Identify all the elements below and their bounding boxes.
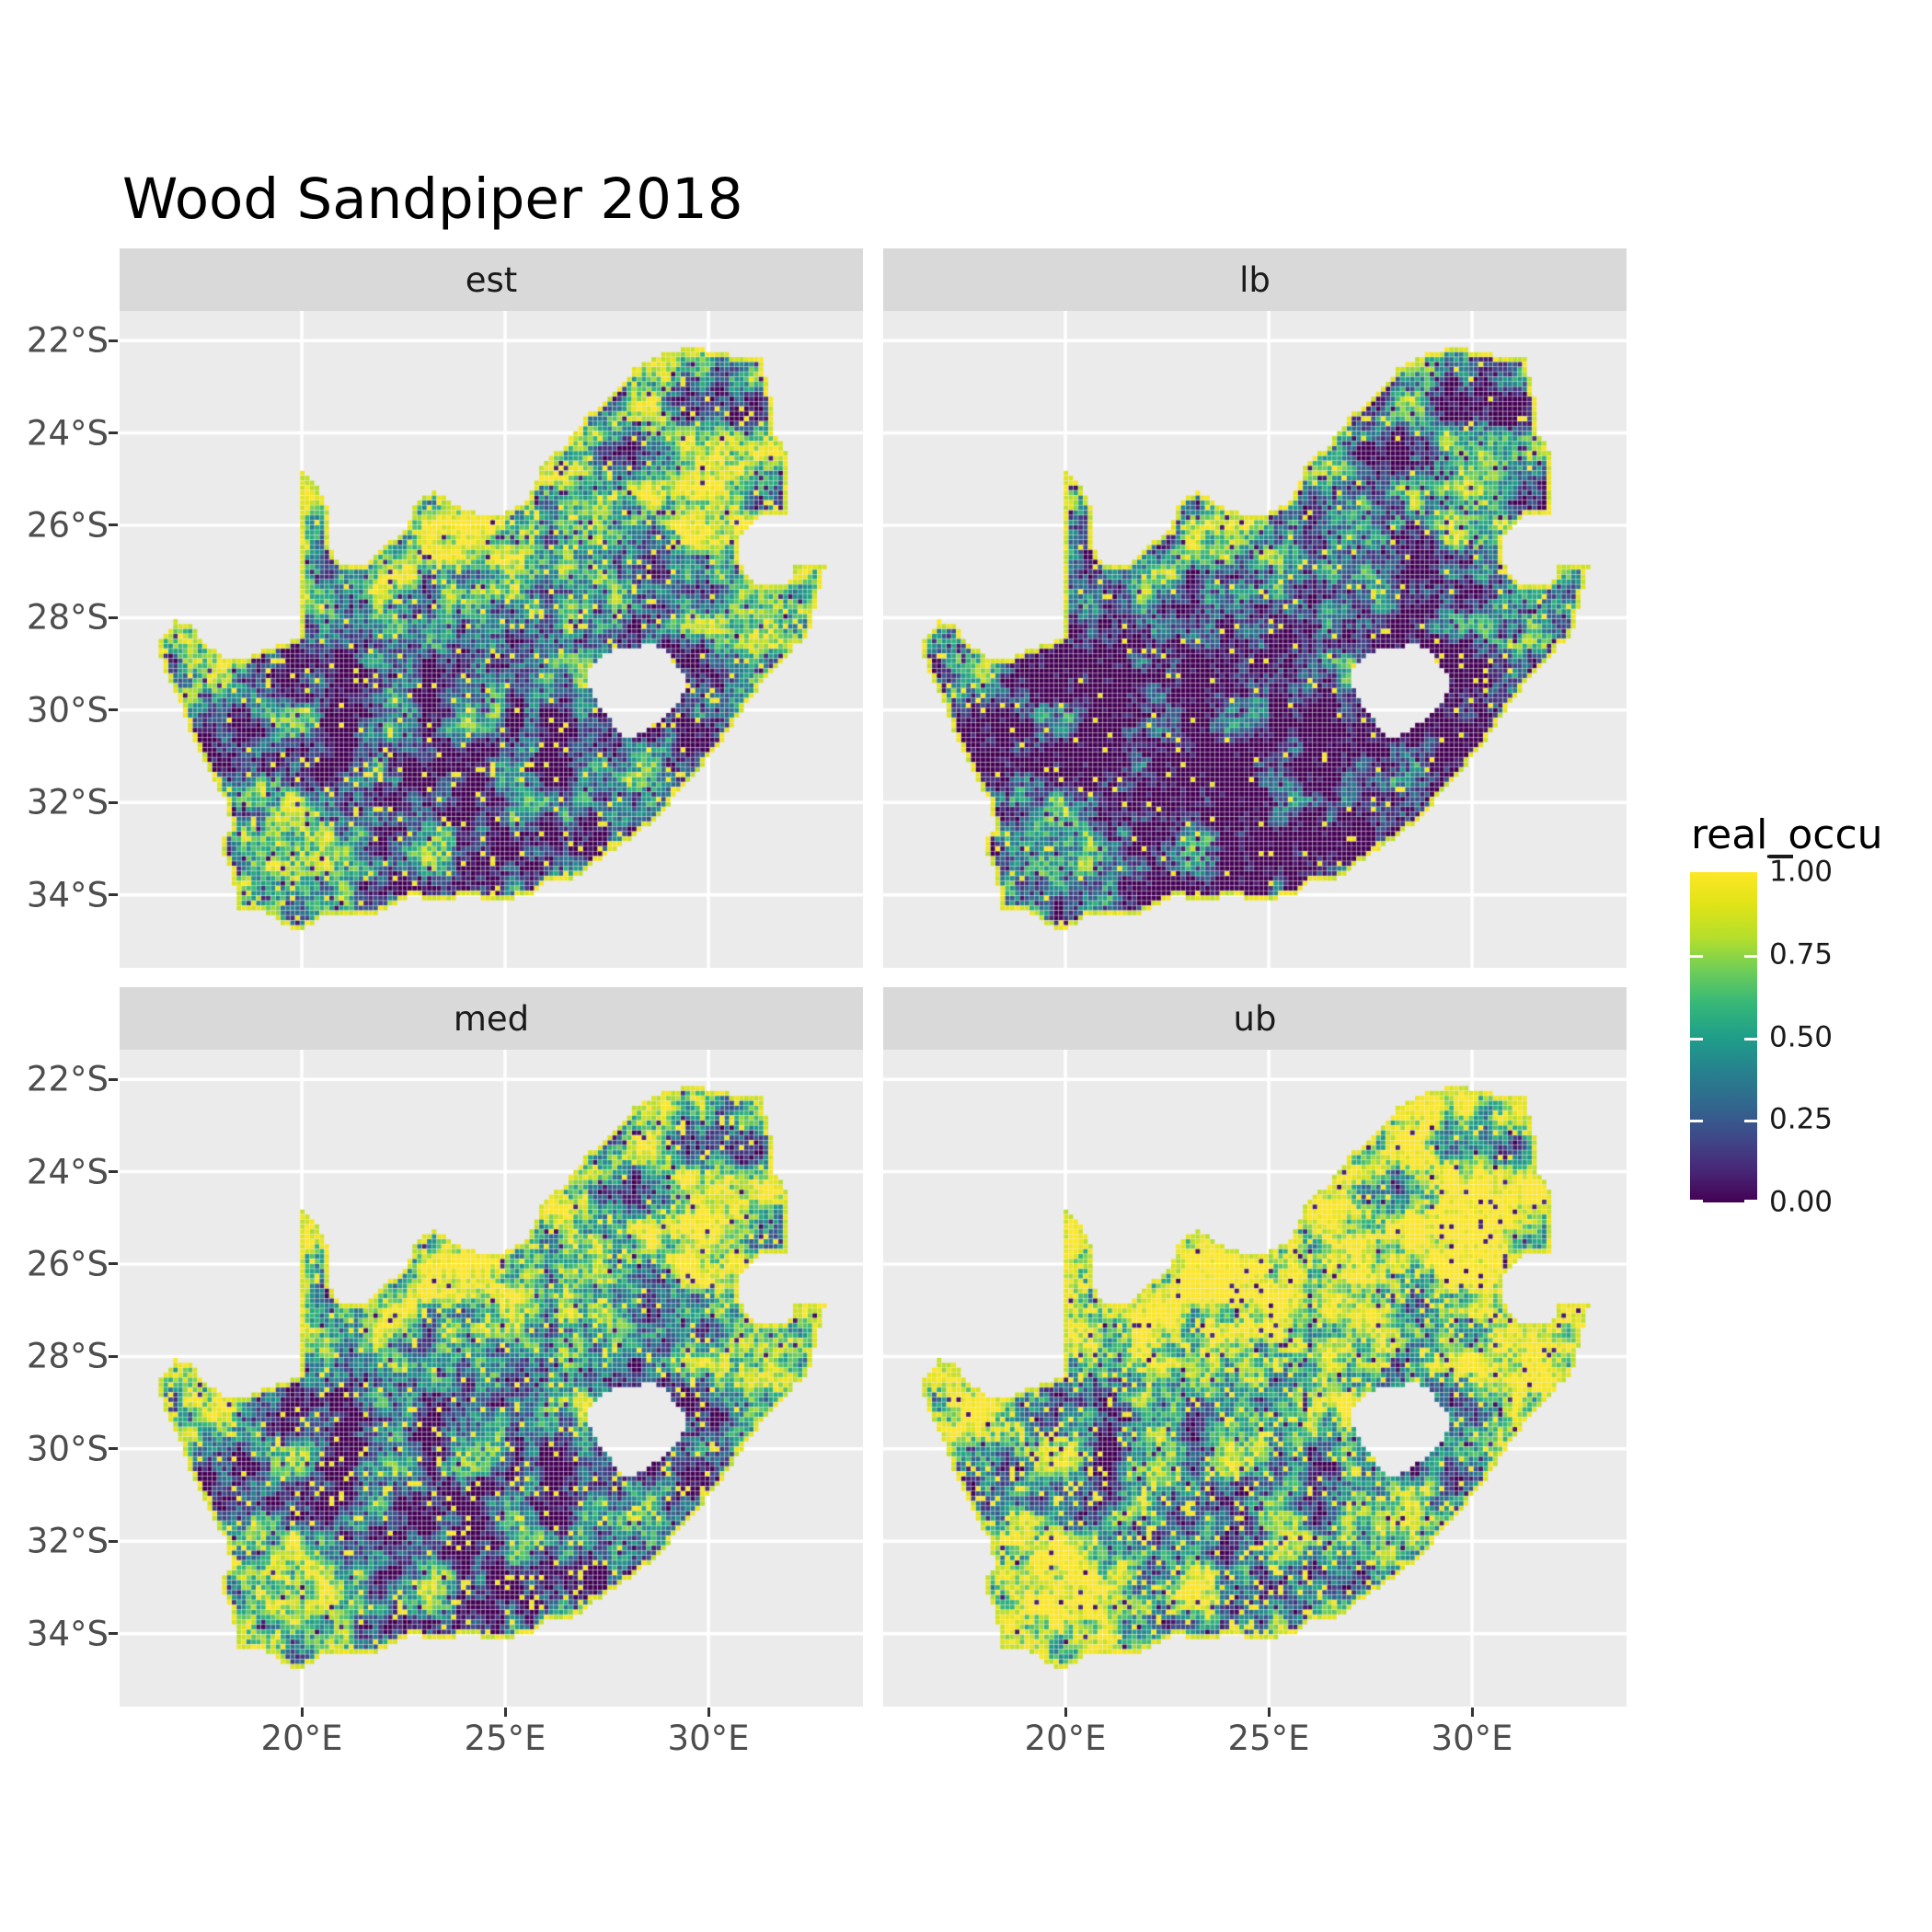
legend-tick-label: 1.00	[1769, 855, 1834, 889]
legend-colorbar-tick-icon	[1690, 954, 1703, 958]
y-axis-tick-label: 28°S	[26, 597, 109, 638]
x-axis-tick-mark	[1064, 1708, 1067, 1717]
y-axis-tick-mark	[109, 1354, 118, 1358]
legend-tick-label: 0.50	[1769, 1020, 1834, 1053]
facet-strip-label: est	[465, 259, 518, 300]
legend-top-end-tick-icon	[1769, 855, 1793, 858]
y-axis-tick-label: 32°S	[26, 782, 109, 822]
facet-panel-lb	[883, 311, 1627, 968]
y-axis-tick-mark	[109, 615, 118, 619]
y-axis-tick-mark	[109, 523, 118, 527]
y-axis-tick-label: 30°S	[26, 690, 109, 730]
y-axis-tick-label: 26°S	[26, 505, 109, 546]
y-axis-tick-label: 24°S	[26, 1152, 109, 1192]
facet-strip-label: med	[453, 998, 530, 1039]
y-axis-tick-mark	[109, 339, 118, 342]
facet-strip-label: ub	[1233, 998, 1277, 1039]
y-axis-tick-mark	[109, 431, 118, 435]
facet-panel-med	[120, 1050, 863, 1707]
legend-colorbar-tick-icon	[1744, 954, 1757, 958]
y-axis-tick-label: 34°S	[26, 1614, 109, 1654]
facet-strip-med: med	[120, 987, 863, 1050]
y-axis-tick-mark	[109, 1077, 118, 1081]
y-axis-tick-mark	[109, 1447, 118, 1451]
legend-tick-label: 0.25	[1769, 1102, 1834, 1136]
legend-colorbar-tick-icon	[1690, 1037, 1703, 1041]
x-axis-tick-label: 25°E	[1227, 1719, 1310, 1758]
facet-map-canvas-med	[120, 1050, 863, 1707]
x-axis-tick-mark	[503, 1708, 507, 1717]
y-axis-tick-label: 30°S	[26, 1429, 109, 1469]
x-axis-tick-mark	[1267, 1708, 1271, 1717]
x-axis-tick-mark	[1470, 1708, 1474, 1717]
facet-strip-label: lb	[1239, 259, 1271, 300]
facet-strip-ub: ub	[883, 987, 1627, 1050]
y-axis-tick-label: 24°S	[26, 413, 109, 454]
y-axis-tick-label: 26°S	[26, 1244, 109, 1284]
facet-map-canvas-lb	[883, 311, 1627, 968]
x-axis-tick-mark	[707, 1708, 710, 1717]
legend-colorbar-tick-icon	[1744, 1200, 1757, 1202]
plot-title: Wood Sandpiper 2018	[122, 167, 743, 232]
y-axis-tick-mark	[109, 800, 118, 804]
x-axis-tick-mark	[300, 1708, 304, 1717]
y-axis-tick-mark	[109, 1262, 118, 1266]
x-axis-tick-label: 30°E	[667, 1719, 750, 1758]
y-axis-tick-mark	[109, 1632, 118, 1636]
y-axis-tick-label: 22°S	[26, 1059, 109, 1099]
legend-colorbar-tick-icon	[1744, 1037, 1757, 1041]
x-axis-tick-label: 20°E	[260, 1719, 343, 1758]
facet-panel-ub	[883, 1050, 1627, 1707]
x-axis-tick-label: 20°E	[1024, 1719, 1107, 1758]
legend-tick-label: 0.00	[1769, 1185, 1834, 1219]
y-axis-tick-label: 32°S	[26, 1521, 109, 1561]
y-axis-tick-label: 28°S	[26, 1336, 109, 1376]
x-axis-tick-label: 25°E	[464, 1719, 546, 1758]
x-axis-tick-label: 30°E	[1431, 1719, 1513, 1758]
facet-strip-est: est	[120, 248, 863, 311]
facet-map-canvas-ub	[883, 1050, 1627, 1707]
legend-colorbar-tick-icon	[1690, 1120, 1703, 1123]
y-axis-tick-mark	[109, 893, 118, 897]
y-axis-tick-label: 34°S	[26, 875, 109, 915]
legend-tick-label: 0.75	[1769, 937, 1834, 972]
facet-map-canvas-est	[120, 311, 863, 968]
legend-colorbar-tick-icon	[1690, 1200, 1703, 1202]
y-axis-tick-mark	[109, 1170, 118, 1174]
y-axis-tick-mark	[109, 708, 118, 712]
y-axis-tick-label: 22°S	[26, 320, 109, 361]
y-axis-tick-mark	[109, 1539, 118, 1543]
facet-strip-lb: lb	[883, 248, 1627, 311]
legend-title: real_occu	[1691, 811, 1883, 858]
facet-panel-est	[120, 311, 863, 968]
legend-colorbar-tick-icon	[1744, 1120, 1757, 1123]
